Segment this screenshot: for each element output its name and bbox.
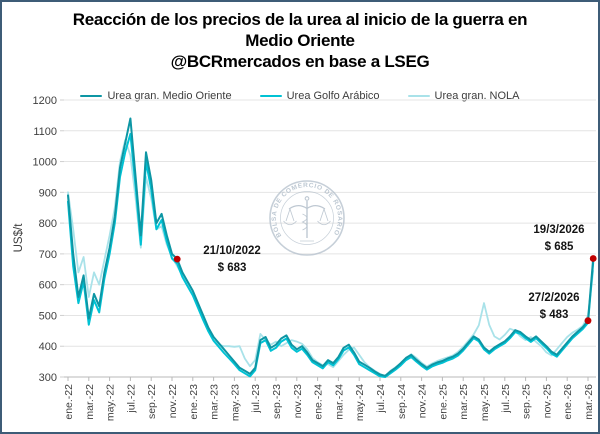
annotation-price-27-2-2026: $ 483 <box>540 309 569 321</box>
x-tick-label-nov.-24: nov.-24 <box>417 384 429 418</box>
y-tick-label-300: 300 <box>39 372 57 384</box>
x-tick-label-ene.-22: ene.-22 <box>63 384 75 420</box>
x-tick-label-ene.-26: ene.-26 <box>562 384 574 420</box>
y-tick-label-500: 500 <box>39 310 57 322</box>
legend-swatch-icon <box>259 94 282 98</box>
x-tick-label-ene.-24: ene.-24 <box>313 384 325 420</box>
x-tick-label-nov.-22: nov.-22 <box>167 384 179 418</box>
annotations: 21/10/2022 $ 683 27/2/2026 $ 483 19/3/2026 $ … <box>173 224 597 325</box>
y-tick-label-1100: 1100 <box>33 126 57 138</box>
annotation-date-19-3-2026: 19/3/2026 <box>533 224 584 236</box>
legend-item-urea-gran-nola: Urea gran. NOLA <box>407 90 520 102</box>
x-tick-label-jul.-22: jul.-22 <box>125 384 137 414</box>
legend-swatch-icon <box>80 94 103 98</box>
seal-outer-ring <box>269 180 345 256</box>
x-tick-label-may.-24: may.-24 <box>354 384 366 421</box>
legend-item-urea-gran-medio-oriente: Urea gran. Medio Oriente <box>80 90 232 102</box>
annotation-price-21-10-2022: $ 683 <box>218 262 247 274</box>
x-tick-label-sep.-23: sep.-23 <box>271 384 283 419</box>
x-tick-label-ene.-25: ene.-25 <box>437 384 449 420</box>
y-tick-label-1000: 1000 <box>33 157 57 169</box>
series-line-urea-gran-medio-oriente <box>67 117 595 377</box>
chart-attribution: @BCRmercados en base a LSEG <box>170 52 430 71</box>
x-tick-label-may.-23: may.-23 <box>229 384 241 421</box>
series-line-urea-golfo-ar-bico <box>67 132 595 378</box>
x-tick-label-jul.-24: jul.-24 <box>375 384 387 414</box>
x-tick-label-mar.-23: mar.-23 <box>209 384 221 420</box>
y-tick-label-700: 700 <box>39 249 57 261</box>
x-tick-label-mar.-22: mar.-22 <box>84 384 96 420</box>
x-tick-label-mar.-26: mar.-26 <box>583 384 595 420</box>
y-tick-label-900: 900 <box>39 187 57 199</box>
y-tick-label-400: 400 <box>39 341 57 353</box>
y-tick-label-600: 600 <box>39 280 57 292</box>
annotation-date-21-10-2022: 21/10/2022 <box>203 245 261 257</box>
x-tick-label-may.-22: may.-22 <box>105 384 117 421</box>
x-tick-label-mar.-25: mar.-25 <box>458 384 470 420</box>
x-tick-label-nov.-25: nov.-25 <box>541 384 553 418</box>
y-axis-title: US$/t <box>13 223 25 253</box>
marker-21-10-2022 <box>173 255 181 263</box>
x-tick-label-jul.-23: jul.-23 <box>250 384 262 414</box>
legend-label: Urea gran. Medio Oriente <box>107 90 232 102</box>
annotation-date-27-2-2026: 27/2/2026 <box>528 292 579 304</box>
x-tick-label-ene.-23: ene.-23 <box>188 384 200 420</box>
legend-label: Urea gran. NOLA <box>434 90 520 102</box>
axes: 300 400 500 600 700 800 900 1000 1100 1200 ene.-22… <box>33 95 595 421</box>
seal-inner-ring <box>280 191 334 245</box>
x-tick-label-sep.-25: sep.-25 <box>521 384 533 419</box>
x-tick-label-jul.-25: jul.-25 <box>500 384 512 414</box>
x-tick-label-nov.-23: nov.-23 <box>292 384 304 418</box>
x-tick-label-may.-25: may.-25 <box>479 384 491 421</box>
chart-title-line2: Medio Oriente <box>245 31 355 50</box>
legend-item-urea-golfo-ar-bico: Urea Golfo Arábico <box>259 90 380 102</box>
marker-19-3-2026 <box>589 255 597 262</box>
y-tick-label-1200: 1200 <box>33 95 57 107</box>
caduceus-scales-icon <box>283 196 331 242</box>
annotation-price-19-3-2026: $ 685 <box>545 241 574 253</box>
y-tick-label-800: 800 <box>39 218 57 230</box>
x-tick-label-sep.-22: sep.-22 <box>146 384 158 419</box>
marker-27-2-2026 <box>584 317 592 325</box>
gridlines <box>64 99 596 378</box>
chart-header: Reacción de los precios de la urea al in… <box>2 9 598 72</box>
legend-swatch-icon <box>407 94 430 98</box>
legend-label: Urea Golfo Arábico <box>286 90 380 102</box>
data-series <box>67 117 595 378</box>
x-tick-label-sep.-24: sep.-24 <box>396 384 408 419</box>
x-tick-label-mar.-24: mar.-24 <box>333 384 345 420</box>
legend: Urea gran. Medio Oriente Urea Golfo Arábi… <box>2 88 598 104</box>
chart-title-line1: Reacción de los precios de la urea al in… <box>72 10 528 29</box>
series-line-urea-gran-nola <box>67 139 595 378</box>
